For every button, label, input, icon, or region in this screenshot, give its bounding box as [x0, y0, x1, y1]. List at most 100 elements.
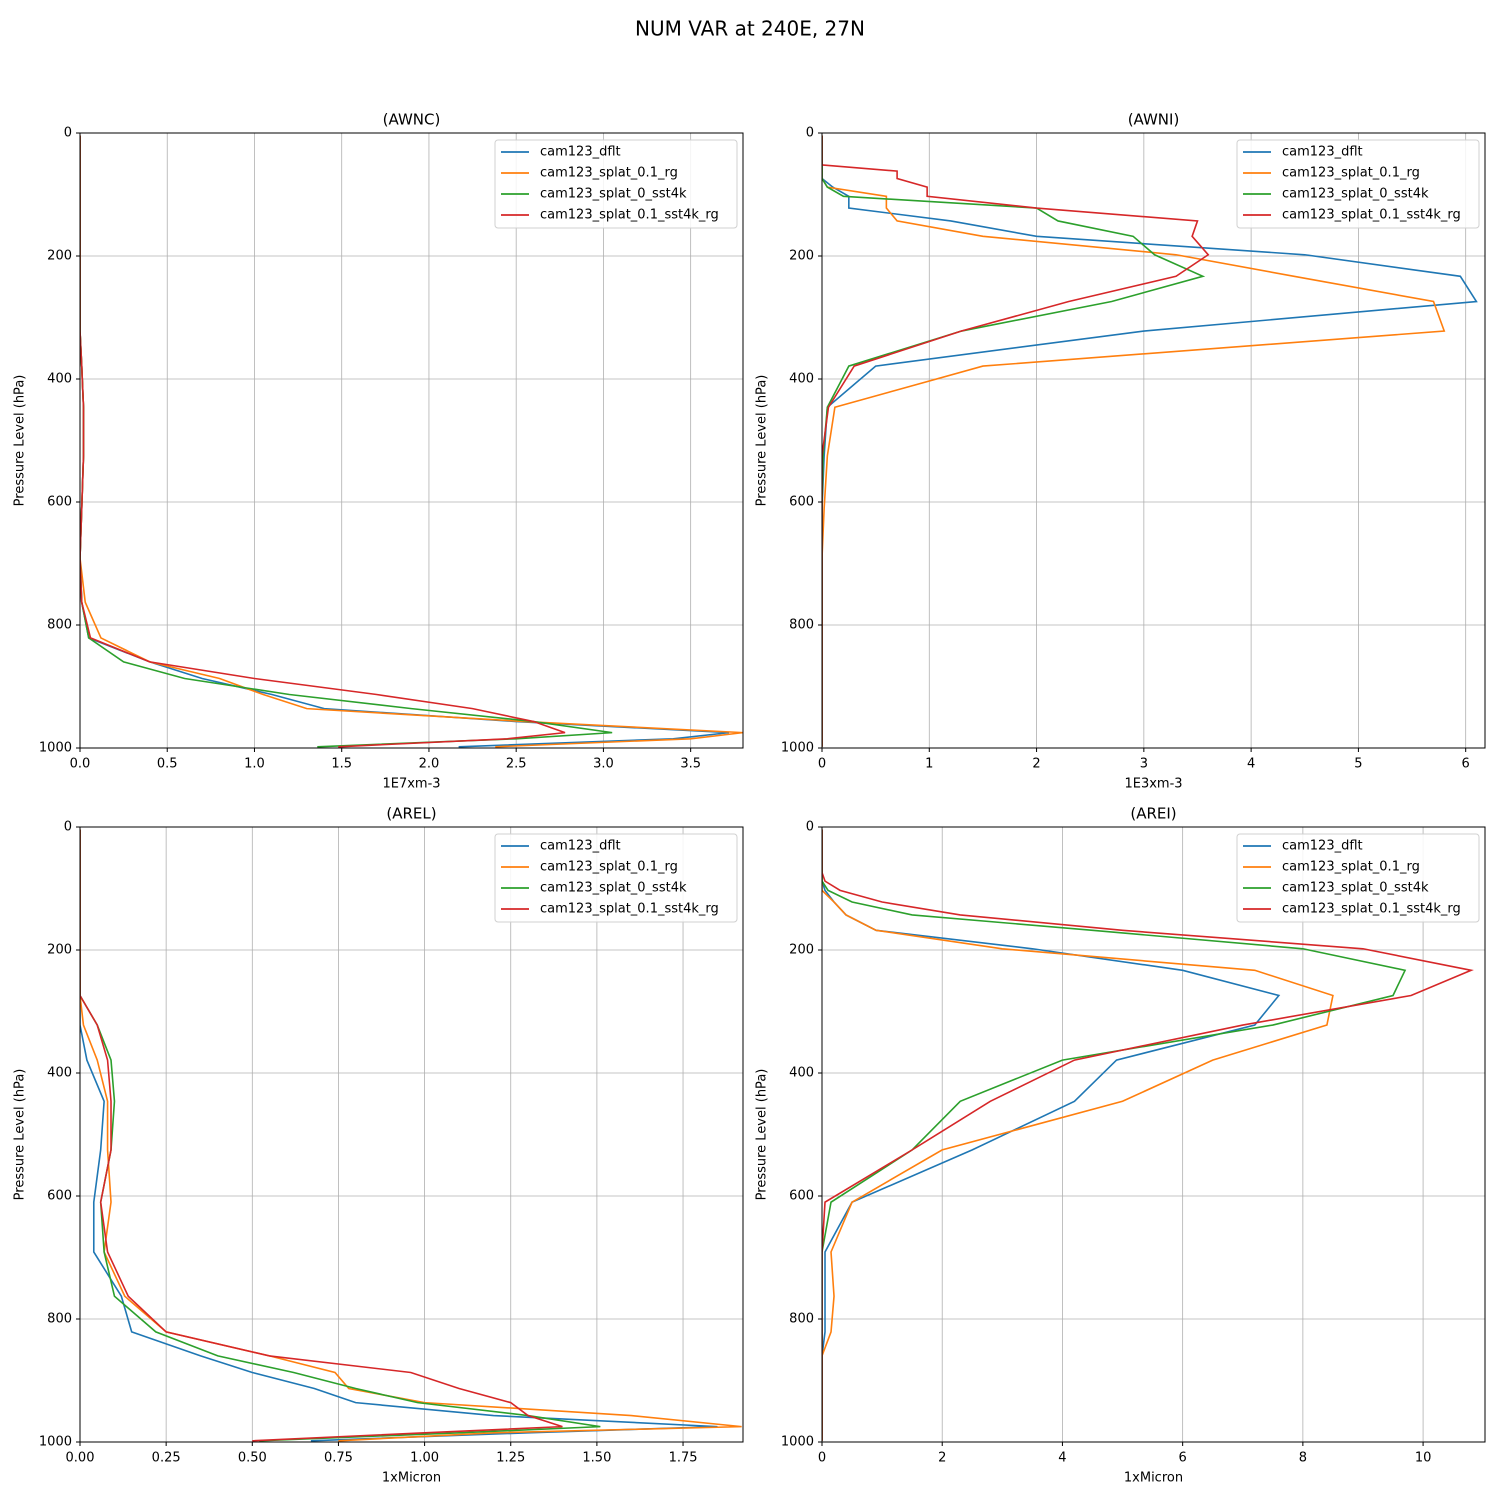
y-tick-label: 800 [789, 618, 814, 633]
legend-box [494, 833, 738, 923]
y-tick-label: 600 [47, 1189, 72, 1204]
y-tick-label: 200 [47, 943, 72, 958]
y-tick-label: 800 [47, 618, 72, 633]
x-tick-label: 4 [1247, 757, 1255, 772]
series-line [80, 135, 613, 748]
x-tick-label: 1.00 [410, 1451, 439, 1466]
y-tick-label: 1000 [781, 1435, 814, 1450]
y-axis-label: Pressure Level (hPa) [755, 375, 770, 507]
x-tick-label: 6 [1179, 1451, 1187, 1466]
legend-label: cam123_splat_0.1_sst4k_rg [1282, 902, 1461, 917]
x-tick-label: 0 [818, 1451, 826, 1466]
series-line [822, 135, 1478, 747]
legend-label: cam123_splat_0.1_rg [1282, 860, 1420, 875]
x-tick-label: 0 [818, 757, 826, 772]
series-line [822, 829, 1474, 1441]
y-axis-label: Pressure Level (hPa) [13, 375, 28, 507]
legend-label: cam123_splat_0_sst4k [540, 187, 687, 202]
x-tick-label: 0.00 [66, 1451, 95, 1466]
x-tick-label: 1.5 [331, 757, 352, 772]
y-tick-label: 0 [64, 820, 72, 835]
subplot-title: (AWNC) [383, 111, 441, 129]
y-tick-label: 1000 [39, 1435, 72, 1450]
plot-frame [79, 132, 744, 749]
y-tick-label: 200 [789, 249, 814, 264]
legend-label: cam123_splat_0.1_sst4k_rg [540, 208, 719, 223]
x-tick-label: 0.0 [70, 757, 91, 772]
x-tick-label: 2.0 [419, 757, 440, 772]
legend-label: cam123_splat_0.1_rg [1282, 166, 1420, 181]
x-tick-label: 3.0 [593, 757, 614, 772]
figure-title: NUM VAR at 240E, 27N [635, 17, 865, 41]
y-tick-label: 600 [789, 1189, 814, 1204]
y-tick-label: 1000 [781, 741, 814, 756]
x-tick-label: 0.25 [152, 1451, 181, 1466]
legend-box [1236, 833, 1480, 923]
x-tick-label: 3.5 [680, 757, 701, 772]
y-tick-label: 400 [789, 372, 814, 387]
series-line [80, 829, 601, 1442]
x-tick-label: 2.5 [506, 757, 527, 772]
y-tick-label: 800 [47, 1312, 72, 1327]
y-tick-label: 200 [789, 943, 814, 958]
legend-label: cam123_splat_0.1_sst4k_rg [1282, 208, 1461, 223]
legend-label: cam123_splat_0.1_rg [540, 860, 678, 875]
series-line [822, 135, 1210, 747]
legend-label: cam123_dflt [1282, 145, 1363, 160]
y-tick-label: 1000 [39, 741, 72, 756]
x-tick-label: 5 [1354, 757, 1362, 772]
legend-box [494, 139, 738, 229]
x-tick-label: 3 [1140, 757, 1148, 772]
x-tick-label: 1.50 [582, 1451, 611, 1466]
x-tick-label: 1.75 [669, 1451, 698, 1466]
x-tick-label: 2 [938, 1451, 946, 1466]
subplot-title: (AREL) [386, 805, 436, 823]
x-tick-label: 1.0 [244, 757, 265, 772]
series-line [822, 135, 1446, 747]
legend-label: cam123_splat_0_sst4k [540, 881, 687, 896]
plot-frame [821, 826, 1486, 1443]
x-tick-label: 1.25 [496, 1451, 525, 1466]
x-tick-label: 0.75 [324, 1451, 353, 1466]
y-axis-label: Pressure Level (hPa) [13, 1069, 28, 1201]
series-line [80, 829, 718, 1442]
y-axis-label: Pressure Level (hPa) [755, 1069, 770, 1201]
series-line [822, 829, 1407, 1441]
legend-label: cam123_splat_0.1_rg [540, 166, 678, 181]
legend-box [1236, 139, 1480, 229]
legend-label: cam123_splat_0.1_sst4k_rg [540, 902, 719, 917]
x-axis-label: 1xMicron [1124, 1471, 1183, 1486]
x-tick-label: 6 [1462, 757, 1470, 772]
legend-label: cam123_splat_0_sst4k [1282, 881, 1429, 896]
x-tick-label: 0.5 [157, 757, 178, 772]
y-tick-label: 400 [47, 372, 72, 387]
series-line [822, 135, 1206, 747]
y-tick-label: 400 [789, 1066, 814, 1081]
x-tick-label: 8 [1299, 1451, 1307, 1466]
series-line [80, 135, 566, 748]
series-line [80, 135, 743, 748]
legend-label: cam123_dflt [540, 839, 621, 854]
x-tick-label: 2 [1032, 757, 1040, 772]
series-line [822, 829, 1334, 1441]
subplot-title: (AWNI) [1128, 111, 1180, 129]
plot-frame [79, 826, 744, 1443]
subplot-title: (AREI) [1130, 805, 1176, 823]
x-tick-label: 0.50 [238, 1451, 267, 1466]
x-axis-label: 1xMicron [382, 1471, 441, 1486]
y-tick-label: 0 [806, 820, 814, 835]
series-line [80, 829, 563, 1442]
series-line [822, 829, 1281, 1441]
y-tick-label: 600 [789, 495, 814, 510]
y-tick-label: 600 [47, 495, 72, 510]
y-tick-label: 0 [806, 126, 814, 141]
series-line [80, 829, 742, 1442]
x-tick-label: 4 [1058, 1451, 1066, 1466]
y-tick-label: 400 [47, 1066, 72, 1081]
y-tick-label: 200 [47, 249, 72, 264]
legend-label: cam123_dflt [1282, 839, 1363, 854]
x-axis-label: 1E3xm-3 [1124, 777, 1182, 792]
legend-label: cam123_splat_0_sst4k [1282, 187, 1429, 202]
